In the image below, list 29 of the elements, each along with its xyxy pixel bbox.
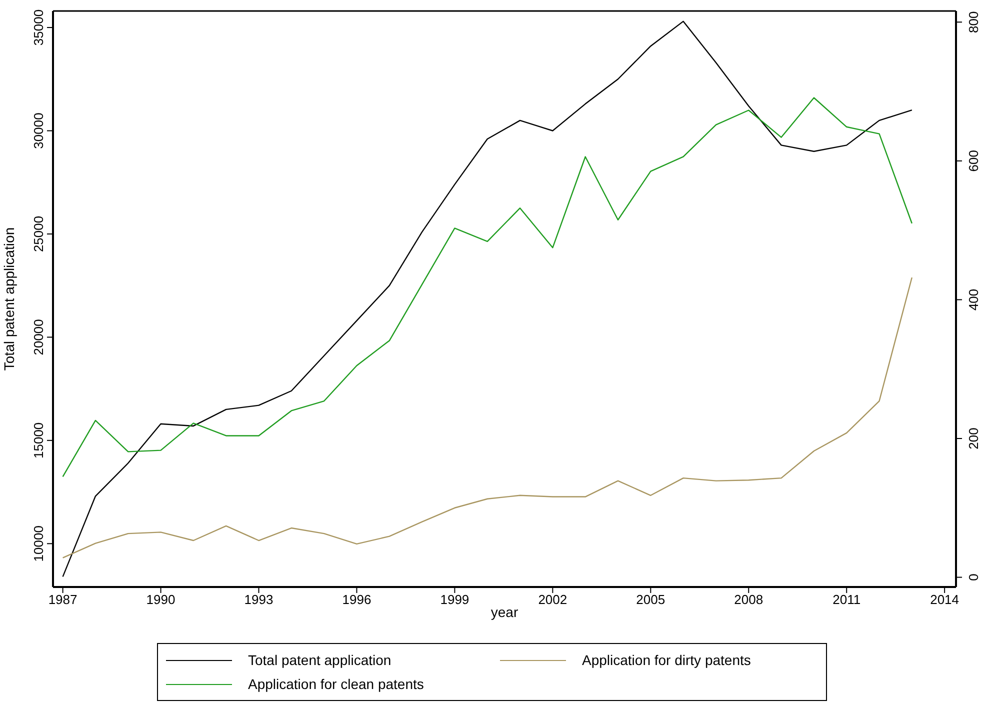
x-tick-label: 1993 bbox=[244, 592, 274, 608]
line-series bbox=[62, 20, 913, 578]
line-series bbox=[62, 276, 913, 558]
y-tick-label: 15000 bbox=[31, 422, 46, 458]
x-tick-label: 2008 bbox=[734, 592, 764, 608]
x-tick-label: 1999 bbox=[440, 592, 470, 608]
y-tick-label: 30000 bbox=[31, 112, 46, 149]
line-series bbox=[62, 97, 913, 478]
y2-tick-label: 400 bbox=[966, 288, 981, 311]
y2-tick-label: 800 bbox=[966, 11, 981, 33]
x-tick-label: 1990 bbox=[146, 592, 176, 608]
y2-tick-label: 0 bbox=[966, 574, 981, 581]
legend-label: Total patent application bbox=[248, 652, 392, 668]
x-tick-label: 2005 bbox=[636, 592, 666, 608]
y-tick-label: 20000 bbox=[31, 319, 46, 356]
x-axis-title: year bbox=[490, 604, 518, 620]
y-tick-label: 35000 bbox=[31, 9, 46, 46]
y2-tick-label: 200 bbox=[966, 428, 981, 450]
y2-tick-label: 600 bbox=[966, 150, 981, 172]
x-tick-label: 2014 bbox=[930, 592, 960, 608]
x-tick-label: 2011 bbox=[832, 592, 861, 608]
x-tick-label: 1996 bbox=[342, 592, 372, 608]
x-tick-label: 1987 bbox=[48, 592, 78, 608]
y-tick-label: 25000 bbox=[31, 216, 46, 252]
y-tick-label: 10000 bbox=[31, 526, 46, 562]
y-axis-title: Total patent application bbox=[1, 227, 17, 371]
legend-label: Application for clean patents bbox=[248, 676, 424, 692]
x-tick-label: 2002 bbox=[538, 592, 568, 608]
legend-label: Application for dirty patents bbox=[582, 652, 751, 668]
